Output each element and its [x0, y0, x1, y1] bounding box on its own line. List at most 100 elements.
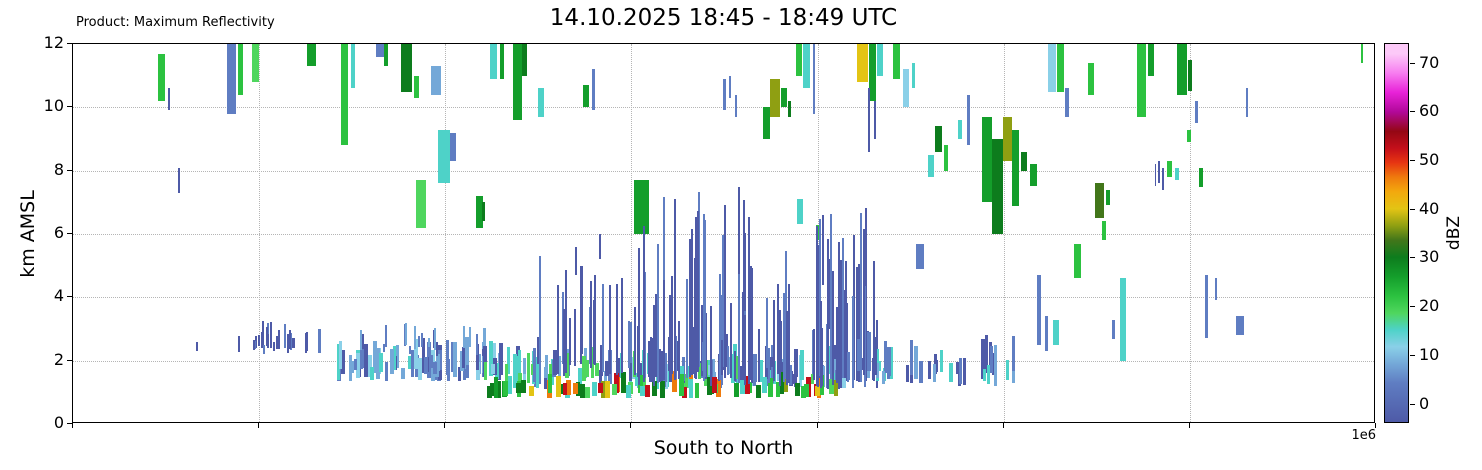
- reflectivity-bar: [549, 363, 553, 377]
- reflectivity-bar: [867, 331, 871, 371]
- reflectivity-bar: [481, 202, 486, 222]
- reflectivity-bar: [717, 355, 720, 381]
- y-tick-mark: [67, 106, 72, 108]
- reflectivity-bar: [605, 360, 609, 377]
- reflectivity-bar: [735, 355, 740, 379]
- reflectivity-bar: [981, 116, 992, 203]
- reflectivity-bar: [873, 345, 877, 376]
- reflectivity-bar: [1057, 44, 1064, 92]
- reflectivity-bar: [483, 345, 487, 377]
- reflectivity-bar: [856, 266, 858, 381]
- reflectivity-bar: [461, 347, 466, 368]
- reflectivity-bar: [350, 44, 356, 89]
- reflectivity-bar: [819, 219, 822, 377]
- reflectivity-bar: [1112, 319, 1115, 339]
- reflectivity-bar: [521, 44, 528, 76]
- reflectivity-bar: [906, 364, 910, 382]
- reflectivity-bar: [769, 78, 780, 117]
- reflectivity-bar: [496, 381, 502, 399]
- reflectivity-bar: [676, 340, 679, 372]
- reflectivity-bar: [237, 336, 240, 352]
- colorbar-tick-mark: [1410, 62, 1415, 64]
- reflectivity-bar: [493, 377, 499, 399]
- colorbar-tick-label: 0: [1419, 393, 1430, 413]
- colorbar-tick-mark: [1410, 306, 1415, 308]
- reflectivity-bar: [671, 370, 677, 393]
- reflectivity-bar: [341, 44, 349, 146]
- reflectivity-bar: [796, 199, 804, 225]
- reflectivity-bar: [514, 355, 519, 388]
- reflectivity-bar: [734, 94, 737, 117]
- reflectivity-bar: [593, 275, 596, 366]
- reflectivity-bar: [919, 361, 923, 383]
- reflectivity-bar: [793, 353, 798, 387]
- reflectivity-bar: [433, 327, 437, 350]
- reflectivity-bar: [721, 339, 724, 375]
- reflectivity-bar: [762, 376, 767, 394]
- reflectivity-bar: [766, 298, 768, 369]
- reflectivity-bar: [407, 355, 412, 369]
- reflectivity-bar: [830, 214, 833, 380]
- reflectivity-bar: [359, 346, 364, 368]
- reflectivity-bar: [882, 370, 886, 384]
- reflectivity-bar: [833, 379, 839, 397]
- reflectivity-bar: [679, 374, 685, 396]
- reflectivity-bar: [535, 356, 540, 388]
- reflectivity-bar: [395, 345, 400, 369]
- reflectivity-bar: [642, 225, 645, 382]
- reflectivity-bar: [640, 385, 645, 397]
- reflectivity-bar: [521, 380, 526, 393]
- x-gridline: [1189, 44, 1191, 422]
- reflectivity-bar: [982, 368, 987, 381]
- x-gridline: [631, 44, 633, 422]
- reflectivity-bar: [582, 370, 587, 382]
- reflectivity-bar: [601, 380, 606, 399]
- reflectivity-bar: [893, 44, 900, 79]
- reflectivity-bar: [167, 88, 171, 111]
- reflectivity-bar: [875, 363, 880, 378]
- reflectivity-bar: [845, 261, 848, 377]
- reflectivity-bar: [602, 283, 605, 373]
- reflectivity-bar: [838, 241, 841, 389]
- reflectivity-bar: [438, 129, 451, 184]
- colorbar-tick-label: 30: [1419, 247, 1440, 267]
- reflectivity-bar: [516, 383, 522, 394]
- reflectivity-bar: [489, 341, 493, 376]
- reflectivity-bar: [539, 256, 542, 367]
- x-gridline: [1003, 44, 1005, 422]
- reflectivity-bar: [364, 344, 368, 378]
- reflectivity-bar: [557, 355, 562, 378]
- reflectivity-bar: [852, 295, 855, 389]
- reflectivity-bar: [504, 364, 509, 384]
- reflectivity-bar: [590, 280, 592, 368]
- reflectivity-bar: [555, 376, 561, 398]
- reflectivity-bar: [989, 345, 993, 373]
- reflectivity-bar: [605, 381, 610, 399]
- reflectivity-bar: [564, 269, 567, 365]
- reflectivity-bar: [582, 85, 590, 108]
- reflectivity-bar: [944, 145, 948, 171]
- reflectivity-bar: [413, 75, 420, 98]
- reflectivity-bar: [802, 44, 811, 89]
- reflectivity-bar: [1052, 319, 1060, 345]
- reflectivity-bar: [306, 44, 316, 67]
- reflectivity-bar: [957, 120, 963, 139]
- reflectivity-bar: [745, 376, 751, 394]
- reflectivity-bar: [768, 348, 771, 383]
- reflectivity-bar: [758, 328, 761, 382]
- reflectivity-bar: [462, 325, 465, 348]
- reflectivity-bar: [438, 350, 442, 371]
- reflectivity-bar: [657, 243, 660, 384]
- reflectivity-bar: [719, 274, 722, 380]
- reflectivity-bar: [621, 278, 624, 374]
- reflectivity-bar: [1105, 189, 1111, 206]
- reflectivity-bar: [400, 44, 412, 92]
- reflectivity-bar: [734, 382, 739, 397]
- reflectivity-bar: [429, 355, 433, 369]
- reflectivity-bar: [353, 358, 358, 370]
- reflectivity-bar: [871, 358, 875, 381]
- reflectivity-bar: [630, 322, 633, 364]
- reflectivity-bar: [532, 347, 537, 382]
- reflectivity-bar: [1204, 275, 1209, 339]
- reflectivity-bar: [691, 228, 694, 374]
